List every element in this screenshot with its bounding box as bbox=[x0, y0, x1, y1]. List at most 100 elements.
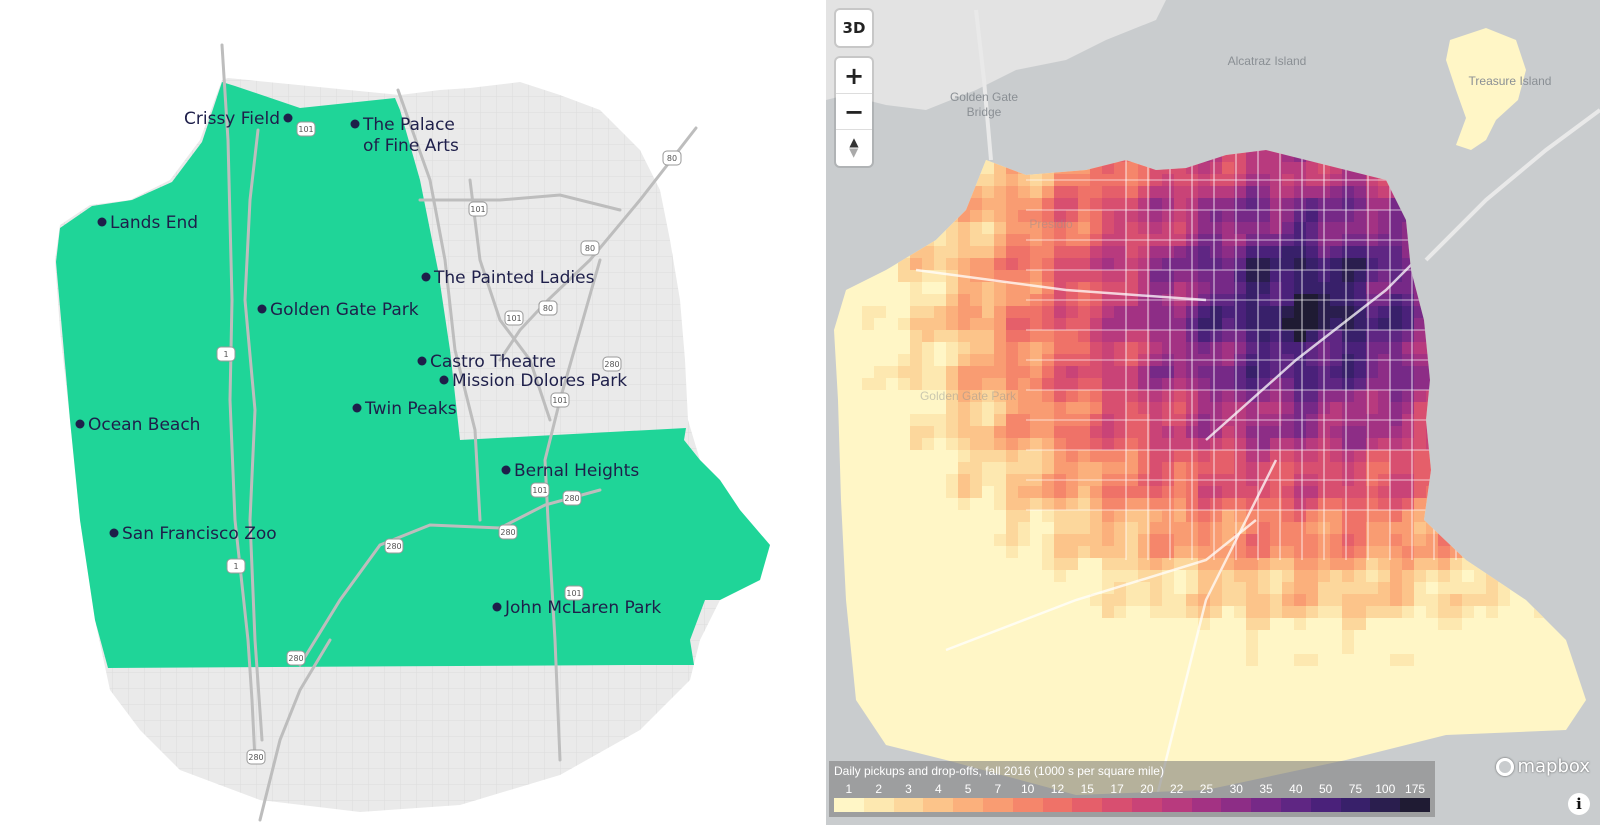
legend-tick: 15 bbox=[1080, 782, 1094, 796]
density-cell bbox=[1354, 546, 1366, 558]
density-cell bbox=[982, 258, 994, 270]
density-cell bbox=[1162, 282, 1174, 294]
3d-label: 3D bbox=[842, 19, 866, 37]
zoom-in-button[interactable]: + bbox=[836, 58, 872, 94]
density-cell bbox=[1066, 366, 1078, 378]
density-cell bbox=[994, 174, 1006, 186]
density-cell bbox=[994, 198, 1006, 210]
density-cell bbox=[1330, 186, 1342, 198]
density-cell bbox=[1450, 606, 1462, 618]
density-cell bbox=[1366, 414, 1378, 426]
density-cell bbox=[1246, 378, 1258, 390]
density-cell bbox=[1390, 402, 1402, 414]
density-cell bbox=[1366, 378, 1378, 390]
density-cell bbox=[1018, 438, 1030, 450]
density-cell bbox=[922, 378, 934, 390]
place-marker[interactable]: Castro Theatre bbox=[417, 352, 557, 372]
density-cell bbox=[1150, 414, 1162, 426]
density-cell bbox=[1114, 534, 1126, 546]
density-cell bbox=[1270, 438, 1282, 450]
mapbox-logo[interactable]: mapbox bbox=[1496, 756, 1590, 777]
density-cell bbox=[1330, 522, 1342, 534]
place-marker[interactable]: Lands End bbox=[97, 213, 199, 233]
coverage-map[interactable]: 1018010180801018028010110128028028010128… bbox=[0, 0, 800, 825]
density-cell bbox=[994, 462, 1006, 474]
density-cell bbox=[1426, 558, 1438, 570]
info-icon[interactable]: i bbox=[1568, 793, 1590, 815]
density-cell bbox=[946, 486, 958, 498]
place-marker[interactable]: Golden Gate Park bbox=[257, 300, 419, 320]
density-cell bbox=[1246, 402, 1258, 414]
highway-line bbox=[468, 178, 552, 422]
density-cell bbox=[1222, 378, 1234, 390]
highway-shield-icon: 280 bbox=[562, 490, 582, 506]
density-cell bbox=[1378, 510, 1390, 522]
compass-button[interactable]: ▲ ▲ bbox=[836, 130, 872, 166]
density-cell bbox=[1282, 510, 1294, 522]
place-marker[interactable]: Ocean Beach bbox=[75, 415, 201, 435]
density-cell bbox=[1270, 162, 1282, 174]
density-cell bbox=[1162, 378, 1174, 390]
zoom-out-button[interactable]: − bbox=[836, 94, 872, 130]
pin-dot-icon bbox=[257, 304, 267, 314]
density-cell bbox=[1030, 294, 1042, 306]
density-cell bbox=[994, 426, 1006, 438]
density-cell bbox=[1330, 390, 1342, 402]
density-cell bbox=[1246, 354, 1258, 366]
density-cell bbox=[982, 234, 994, 246]
density-cell bbox=[1234, 498, 1246, 510]
density-cell bbox=[1162, 522, 1174, 534]
toggle-3d-button[interactable]: 3D bbox=[836, 10, 872, 46]
place-marker[interactable]: The Painted Ladies bbox=[421, 268, 595, 288]
density-cell bbox=[1090, 330, 1102, 342]
density-map-panel: Alcatraz Island Golden Gate Bridge Treasure… bbox=[826, 0, 1600, 825]
density-cell bbox=[1210, 294, 1222, 306]
density-cell bbox=[1042, 558, 1054, 570]
density-cell bbox=[958, 378, 970, 390]
place-marker[interactable]: Mission Dolores Park bbox=[439, 371, 628, 391]
density-cell bbox=[1222, 342, 1234, 354]
density-cell bbox=[922, 330, 934, 342]
density-cell bbox=[1042, 402, 1054, 414]
density-cell bbox=[1150, 330, 1162, 342]
density-cell bbox=[1198, 306, 1210, 318]
density-cell bbox=[1066, 354, 1078, 366]
density-cell bbox=[1042, 426, 1054, 438]
density-cell bbox=[1366, 330, 1378, 342]
density-cell bbox=[1114, 426, 1126, 438]
density-cell bbox=[1282, 390, 1294, 402]
legend-tick: 100 bbox=[1375, 782, 1396, 796]
density-cell bbox=[1366, 486, 1378, 498]
density-heatmap[interactable]: Alcatraz Island Golden Gate Bridge Treasure… bbox=[826, 0, 1600, 825]
density-cell bbox=[1330, 354, 1342, 366]
density-cell bbox=[982, 246, 994, 258]
density-cell bbox=[994, 366, 1006, 378]
density-cell bbox=[1018, 474, 1030, 486]
density-cell bbox=[946, 426, 958, 438]
density-cell bbox=[1006, 222, 1018, 234]
density-cell bbox=[1210, 354, 1222, 366]
density-cell bbox=[1114, 486, 1126, 498]
density-cell bbox=[1282, 522, 1294, 534]
density-cell bbox=[862, 378, 874, 390]
place-marker[interactable]: San Francisco Zoo bbox=[109, 524, 277, 544]
density-cell bbox=[1342, 378, 1354, 390]
density-cell bbox=[1138, 558, 1150, 570]
density-cell bbox=[1138, 210, 1150, 222]
place-marker[interactable]: Bernal Heights bbox=[501, 461, 640, 481]
legend-swatch bbox=[1251, 798, 1281, 812]
density-cell bbox=[1330, 534, 1342, 546]
place-marker[interactable]: John McLaren Park bbox=[492, 598, 662, 618]
place-marker[interactable]: Twin Peaks bbox=[352, 399, 457, 419]
density-cell bbox=[1354, 246, 1366, 258]
density-cell bbox=[1150, 186, 1162, 198]
density-cell bbox=[1090, 210, 1102, 222]
density-cell bbox=[1366, 450, 1378, 462]
place-marker[interactable]: Crissy Field bbox=[184, 109, 293, 129]
density-cell bbox=[1246, 486, 1258, 498]
density-cell bbox=[1198, 270, 1210, 282]
density-cell bbox=[1174, 378, 1186, 390]
place-marker[interactable]: The Palace of Fine Arts bbox=[350, 115, 459, 156]
density-cell bbox=[1174, 234, 1186, 246]
density-cell bbox=[1234, 510, 1246, 522]
